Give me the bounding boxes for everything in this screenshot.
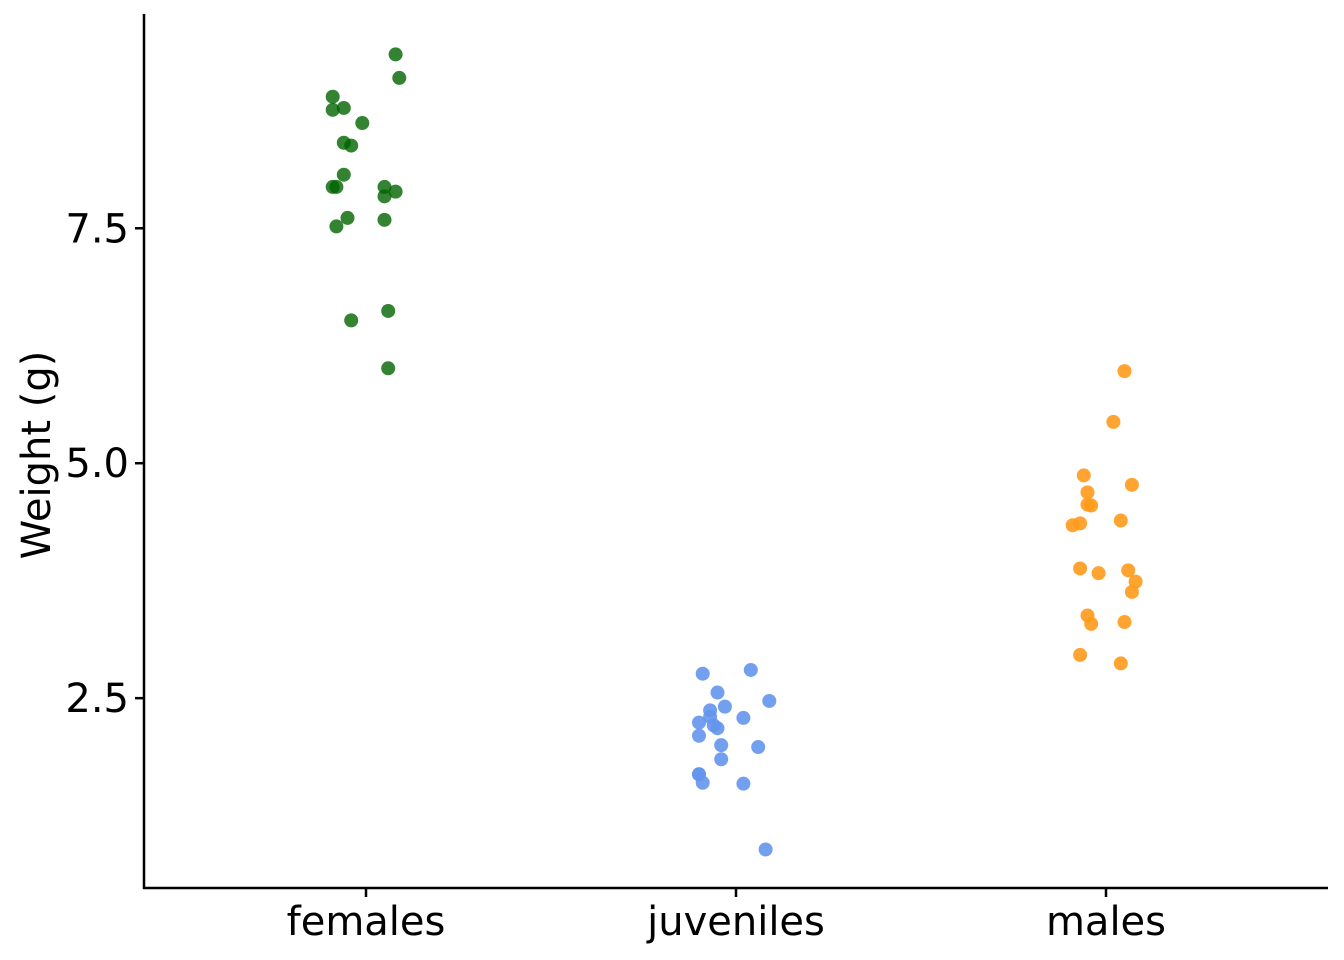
point-females: [377, 189, 392, 204]
point-females: [381, 303, 396, 318]
point-males: [1113, 513, 1128, 528]
point-males: [1106, 414, 1121, 429]
point-juveniles: [692, 715, 706, 730]
point-males: [1084, 616, 1099, 631]
point-females: [381, 361, 396, 376]
point-juveniles: [695, 666, 710, 681]
point-females: [377, 212, 392, 227]
point-juveniles: [751, 740, 766, 755]
y-axis-title: Weight (g): [14, 351, 60, 560]
y-tick-label: 2.5: [65, 676, 129, 722]
point-females: [344, 313, 359, 328]
point-juveniles: [714, 752, 729, 767]
point-males: [1124, 584, 1139, 599]
point-juveniles: [710, 685, 725, 700]
point-females: [325, 102, 340, 117]
point-females: [329, 219, 344, 234]
point-juveniles: [758, 842, 773, 857]
point-juveniles: [717, 699, 732, 714]
point-juveniles: [710, 721, 725, 736]
point-males: [1076, 468, 1091, 483]
x-tick-label-males: males: [1046, 899, 1166, 945]
point-juveniles: [736, 776, 751, 791]
point-males: [1121, 563, 1136, 578]
point-females: [388, 184, 403, 199]
point-juveniles: [692, 728, 706, 743]
point-females: [340, 210, 355, 225]
point-males: [1091, 566, 1106, 581]
point-males: [1073, 647, 1088, 662]
x-ticks: females juveniles males: [287, 888, 1166, 945]
point-females: [355, 116, 370, 131]
y-tick-label: 7.5: [65, 206, 129, 252]
point-females: [344, 138, 359, 153]
data-points: [325, 47, 1143, 857]
point-males: [1080, 485, 1095, 500]
point-females: [329, 179, 344, 194]
point-males: [1113, 656, 1128, 671]
point-males: [1073, 561, 1088, 576]
point-males: [1124, 477, 1139, 492]
point-females: [392, 70, 407, 85]
point-juveniles: [762, 693, 777, 708]
y-tick-label: 5.0: [65, 441, 129, 487]
point-juveniles: [695, 775, 710, 790]
point-males: [1117, 615, 1132, 630]
point-males: [1117, 364, 1132, 379]
point-juveniles: [743, 662, 758, 677]
point-males: [1073, 516, 1088, 531]
y-ticks: 2.5 5.0 7.5: [65, 206, 144, 722]
point-males: [1084, 498, 1099, 513]
x-tick-label-juveniles: juveniles: [646, 899, 825, 945]
point-juveniles: [714, 738, 729, 753]
point-females: [388, 47, 403, 62]
point-females: [336, 167, 351, 182]
x-tick-label-females: females: [287, 899, 446, 945]
point-females: [336, 100, 351, 115]
point-juveniles: [736, 710, 751, 725]
point-females: [325, 89, 340, 104]
